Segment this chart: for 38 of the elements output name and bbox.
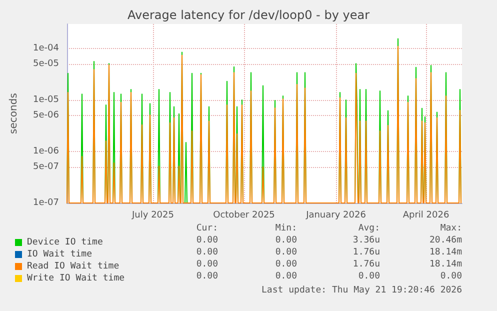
text: 0.00 <box>196 272 218 282</box>
y-tick-label: 5e-06 <box>33 110 60 121</box>
text: 0.00 <box>440 272 462 282</box>
text: 1.76u <box>352 248 380 258</box>
y-tick-label: 5e-05 <box>33 59 59 70</box>
y-tick-label: 1e-06 <box>33 146 60 157</box>
text: Avg: <box>358 224 380 234</box>
y-tick-label: 5e-07 <box>33 162 59 172</box>
text: 0.00 <box>358 272 380 282</box>
text: 0.00 <box>196 260 218 270</box>
y-tick-label: 1e-07 <box>33 198 59 208</box>
text: Cur: <box>196 224 218 234</box>
text: Last update: Thu May 21 19:20:46 2026 <box>262 286 462 296</box>
x-tick-label: April 2026 <box>402 210 450 220</box>
text: 0.00 <box>275 260 297 270</box>
text: 0.00 <box>275 248 297 258</box>
text: Max: <box>440 224 462 234</box>
text: 0.00 <box>196 248 218 258</box>
text: 18.14m <box>429 248 462 258</box>
text: 18.14m <box>429 260 462 270</box>
text: 0.00 <box>275 272 297 282</box>
y-tick-label: 1e-05 <box>33 95 59 106</box>
chart-title: Average latency for /dev/loop0 - by year <box>127 8 370 22</box>
text: 1.76u <box>352 260 380 270</box>
legend-label: Device IO time <box>27 238 103 248</box>
text: Min: <box>275 224 297 234</box>
text: 20.46m <box>429 236 462 246</box>
y-tick-label: 1e-04 <box>33 44 60 54</box>
x-tick-label: January 2026 <box>305 210 366 220</box>
x-tick-label: October 2025 <box>213 210 275 220</box>
text: 0.00 <box>196 236 218 246</box>
legend-label: IO Wait time <box>27 250 92 260</box>
legend-label: Write IO Wait time <box>27 274 125 284</box>
text: 0.00 <box>275 236 297 246</box>
text: 3.36u <box>352 236 380 246</box>
legend-label: Read IO Wait time <box>27 262 120 272</box>
y-axis-title: seconds <box>8 93 20 134</box>
x-tick-label: July 2025 <box>131 210 174 220</box>
